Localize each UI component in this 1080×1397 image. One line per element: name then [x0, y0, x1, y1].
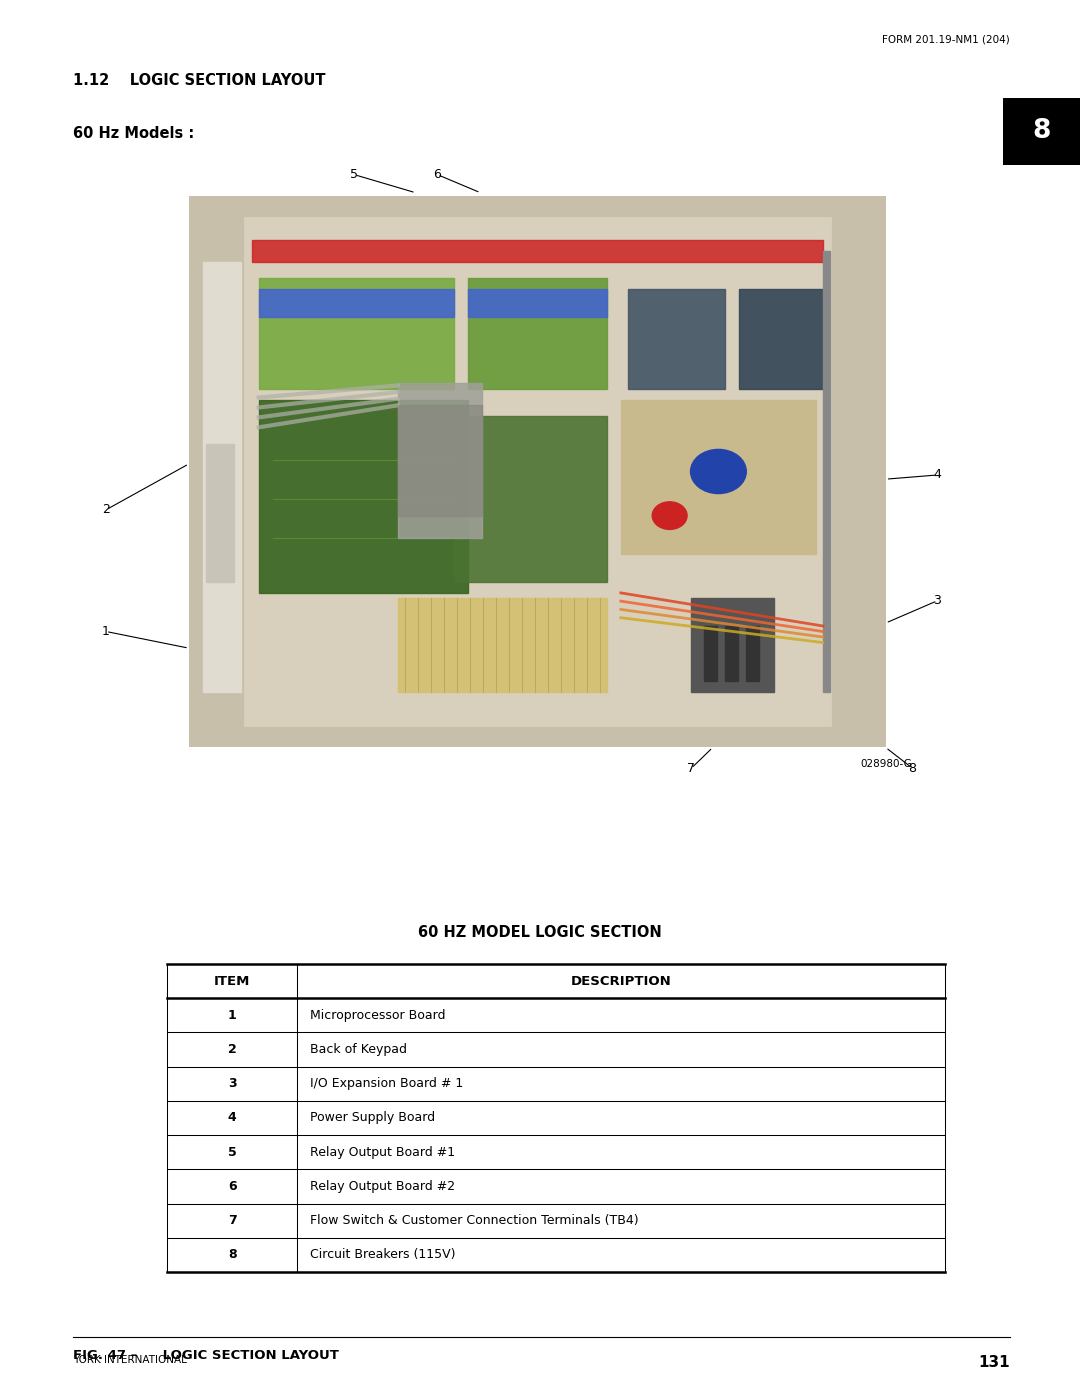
Text: I/O Expansion Board # 1: I/O Expansion Board # 1: [310, 1077, 463, 1090]
Bar: [203, 261, 241, 692]
Bar: [454, 416, 607, 581]
Text: 2: 2: [228, 1044, 237, 1056]
Bar: [252, 240, 823, 261]
Text: 8: 8: [908, 761, 917, 775]
Circle shape: [652, 502, 687, 529]
Text: 7: 7: [228, 1214, 237, 1227]
Bar: [627, 289, 726, 388]
Text: 5: 5: [350, 168, 359, 182]
Text: 5: 5: [228, 1146, 237, 1158]
Bar: [259, 278, 454, 388]
Bar: [206, 444, 234, 581]
Bar: [399, 598, 607, 692]
Bar: [468, 289, 607, 317]
Bar: [690, 598, 774, 692]
Bar: [259, 289, 454, 317]
Text: 6: 6: [228, 1180, 237, 1193]
Bar: [245, 218, 829, 725]
Text: FIG. 47 –: FIG. 47 –: [73, 1350, 138, 1362]
Text: Microprocessor Board: Microprocessor Board: [310, 1009, 445, 1021]
Text: 60 Hz Models :: 60 Hz Models :: [73, 126, 194, 141]
Text: DESCRIPTION: DESCRIPTION: [570, 975, 672, 988]
Bar: [704, 626, 717, 682]
Text: 6: 6: [433, 168, 442, 182]
Text: 1: 1: [102, 624, 110, 638]
Text: FORM 201.19-NM1 (204): FORM 201.19-NM1 (204): [882, 35, 1010, 45]
Text: 028980-G: 028980-G: [861, 759, 913, 768]
Bar: [823, 250, 829, 692]
Text: 4: 4: [933, 468, 942, 482]
Bar: [726, 626, 738, 682]
Text: 1: 1: [228, 1009, 237, 1021]
Text: 3: 3: [933, 594, 942, 608]
Text: Back of Keypad: Back of Keypad: [310, 1044, 407, 1056]
Text: YORK INTERNATIONAL: YORK INTERNATIONAL: [73, 1355, 187, 1365]
Bar: [259, 400, 468, 592]
Bar: [399, 405, 482, 515]
Text: Relay Output Board #1: Relay Output Board #1: [310, 1146, 455, 1158]
Text: 4: 4: [228, 1112, 237, 1125]
Text: Flow Switch & Customer Connection Terminals (TB4): Flow Switch & Customer Connection Termin…: [310, 1214, 638, 1227]
Text: 7: 7: [687, 761, 696, 775]
Bar: [740, 289, 823, 388]
Bar: [399, 383, 482, 538]
Text: 131: 131: [978, 1355, 1010, 1370]
Text: Relay Output Board #2: Relay Output Board #2: [310, 1180, 455, 1193]
Text: 8: 8: [228, 1249, 237, 1261]
Text: 60 HZ MODEL LOGIC SECTION: 60 HZ MODEL LOGIC SECTION: [418, 925, 662, 940]
Bar: [746, 626, 759, 682]
Bar: [468, 278, 607, 388]
Text: ITEM: ITEM: [214, 975, 251, 988]
Text: Power Supply Board: Power Supply Board: [310, 1112, 435, 1125]
Circle shape: [690, 450, 746, 493]
Text: 2: 2: [102, 503, 110, 517]
Text: Circuit Breakers (115V): Circuit Breakers (115V): [310, 1249, 456, 1261]
Text: 8: 8: [1032, 119, 1051, 144]
Text: LOGIC SECTION LAYOUT: LOGIC SECTION LAYOUT: [158, 1350, 338, 1362]
Text: 1.12    LOGIC SECTION LAYOUT: 1.12 LOGIC SECTION LAYOUT: [73, 73, 326, 88]
Bar: [621, 400, 816, 555]
Text: 3: 3: [228, 1077, 237, 1090]
